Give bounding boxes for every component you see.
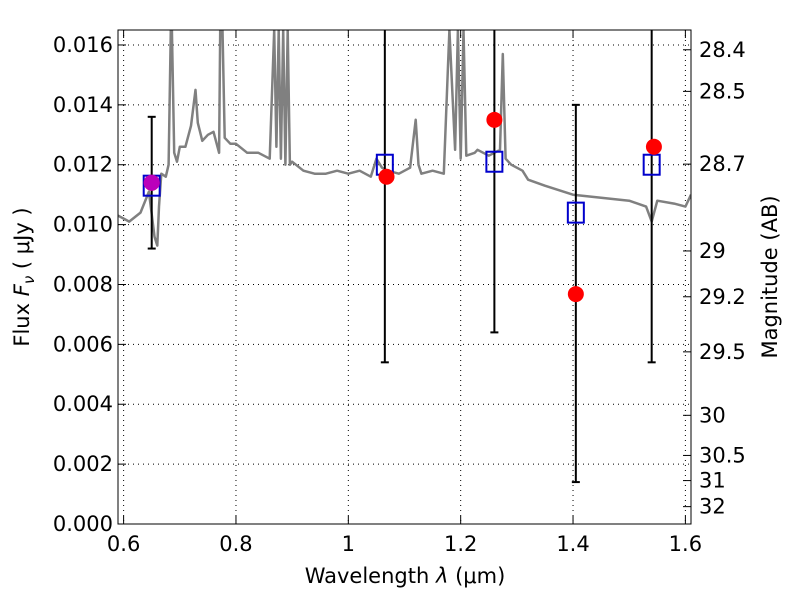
y2-tick-label: 31 [699, 469, 726, 493]
y2-axis-title: Magnitude (AB) [758, 195, 782, 358]
y2-tick-label: 30 [699, 403, 726, 427]
highlight-point [143, 174, 160, 191]
y2-tick-label: 28.4 [699, 38, 746, 62]
observed-photometry-point [486, 111, 503, 128]
y2-tick-label: 29 [699, 239, 726, 263]
y2-tick-label: 30.5 [699, 443, 746, 467]
y-tick-label: 0.002 [53, 452, 113, 476]
model-photometry-square [485, 150, 504, 173]
x-tick-label: 1.4 [556, 532, 589, 556]
y-tick-label: 0.006 [53, 332, 113, 356]
observed-photometry-point [567, 286, 584, 303]
y2-tick-label: 28.5 [699, 79, 746, 103]
x-tick-label: 0.8 [219, 532, 252, 556]
plot-frame [117, 29, 692, 525]
y2-tick-label: 32 [699, 495, 726, 519]
y-tick-label: 0.016 [53, 33, 113, 57]
y-axis-title: Flux Fν ( μJy ) [10, 207, 38, 346]
y2-tick-label: 28.7 [699, 152, 746, 176]
model-photometry-square [642, 153, 661, 176]
y2-tick-label: 29.2 [699, 285, 746, 309]
y-tick-label: 0.008 [53, 272, 113, 296]
y-tick-label: 0.004 [53, 392, 113, 416]
y-tick-label: 0.014 [53, 93, 113, 117]
y2-tick-label: 29.5 [699, 340, 746, 364]
axes-ticks: 0.6 0.8 1 1.2 1.4 1.6 0.000 0.002 0.004 0.006 0.00… [53, 30, 746, 556]
observed-photometry-point [645, 138, 662, 155]
y-tick-label: 0.012 [53, 153, 113, 177]
x-tick-label: 1.2 [444, 532, 477, 556]
x-axis-title: Wavelength λ (μm) [305, 564, 506, 588]
x-tick-label: 1 [342, 532, 355, 556]
observed-photometry-point [378, 168, 395, 185]
y-tick-label: 0.010 [53, 213, 113, 237]
x-tick-label: 1.6 [669, 532, 702, 556]
model-spectrum-line [118, 30, 691, 247]
model-photometry-square [566, 201, 585, 224]
error-bars [142, 30, 662, 484]
x-tick-label: 0.6 [107, 532, 140, 556]
y-tick-label: 0.000 [53, 512, 113, 536]
data-layer [118, 30, 691, 247]
plot-background [118, 30, 691, 524]
